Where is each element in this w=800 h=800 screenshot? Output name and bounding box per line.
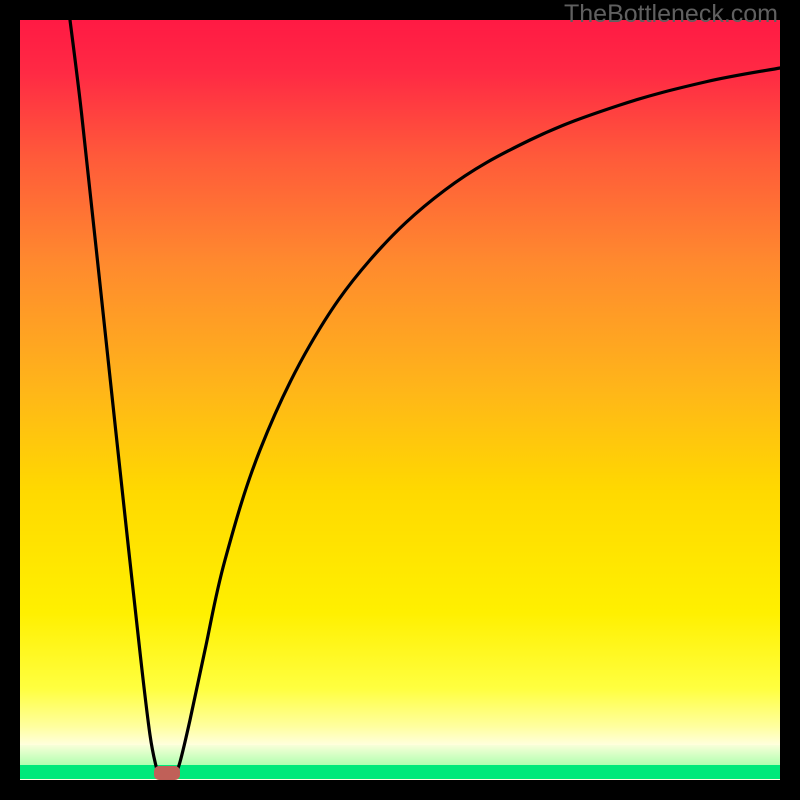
bottleneck-curve — [0, 0, 800, 800]
watermark-text: TheBottleneck.com — [564, 0, 778, 29]
chart-container: TheBottleneck.com — [0, 0, 800, 800]
minimum-marker — [154, 766, 180, 780]
